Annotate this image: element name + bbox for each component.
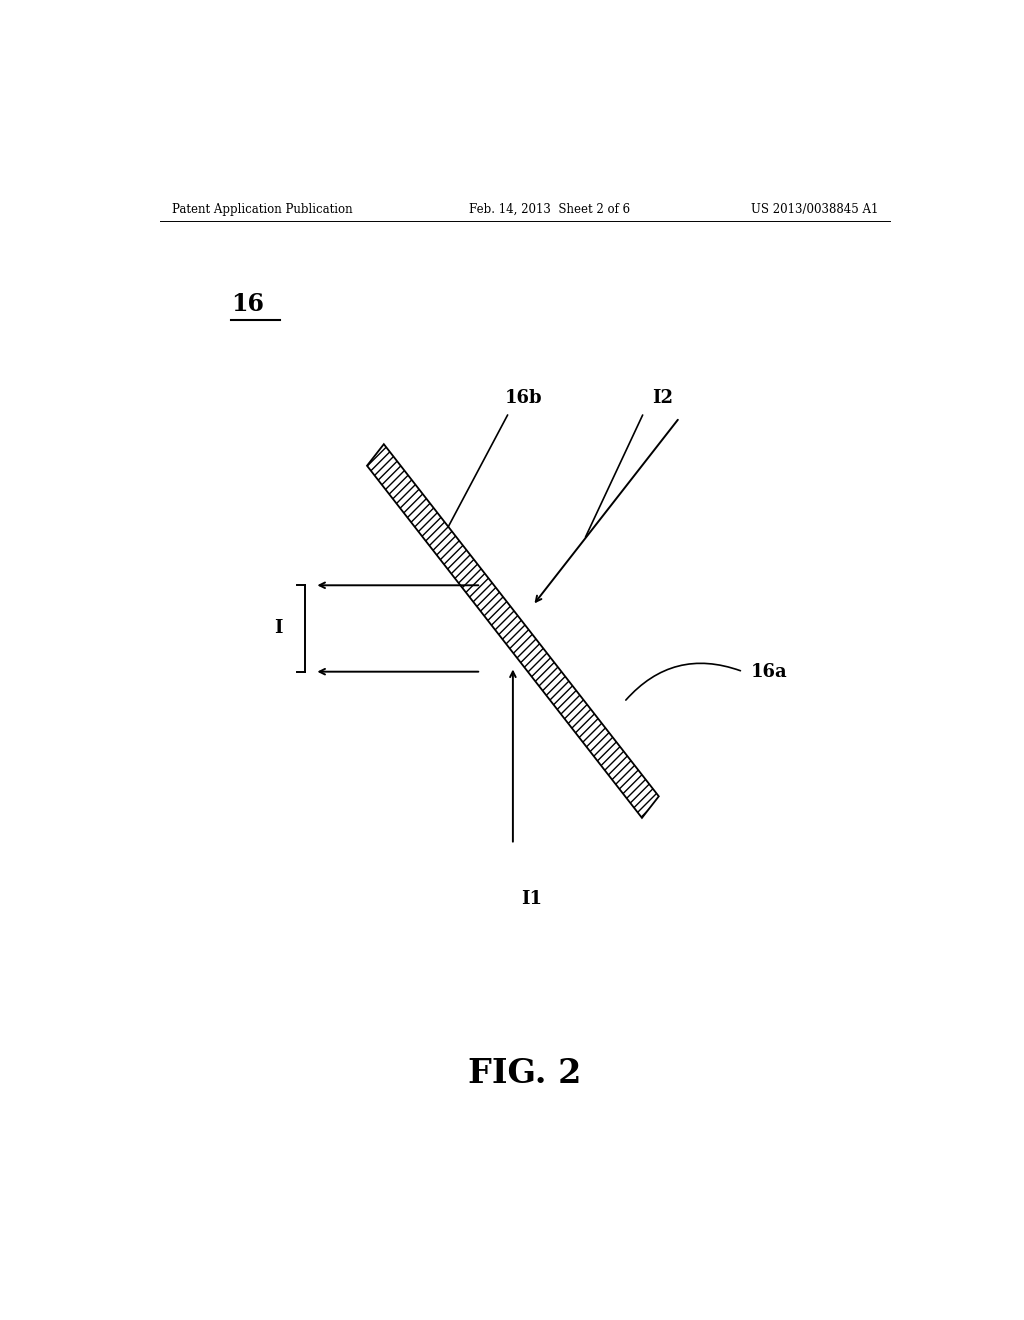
Text: Patent Application Publication: Patent Application Publication (172, 203, 352, 216)
Text: I: I (274, 619, 283, 638)
Text: FIG. 2: FIG. 2 (468, 1056, 582, 1090)
Text: 16: 16 (231, 292, 264, 315)
Text: I2: I2 (651, 389, 673, 408)
Text: Feb. 14, 2013  Sheet 2 of 6: Feb. 14, 2013 Sheet 2 of 6 (469, 203, 631, 216)
Text: 16a: 16a (751, 663, 787, 681)
Text: I1: I1 (521, 890, 542, 908)
Text: US 2013/0038845 A1: US 2013/0038845 A1 (751, 203, 878, 216)
Polygon shape (367, 444, 658, 818)
Text: 16b: 16b (505, 389, 543, 408)
